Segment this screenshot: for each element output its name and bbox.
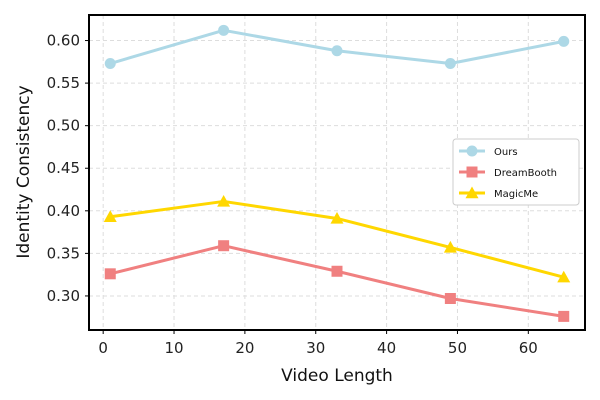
x-tick-label: 50 <box>448 339 467 357</box>
x-tick-label: 0 <box>98 339 108 357</box>
legend-box <box>452 138 580 206</box>
y-tick-label: 0.50 <box>47 117 80 135</box>
legend-marker-magicme <box>465 186 479 199</box>
data-point-magicme <box>103 210 117 222</box>
y-tick-label: 0.30 <box>47 287 80 305</box>
y-tick-label: 0.45 <box>47 159 80 177</box>
legend: Ours DreamBooth MagicMe <box>452 138 580 206</box>
data-point-ours <box>444 58 456 70</box>
y-axis-ticks: 0.30 0.35 0.40 0.45 0.50 0.55 0.60 <box>47 32 89 305</box>
data-point-ours <box>331 45 343 57</box>
series-magicme <box>103 194 571 283</box>
y-tick-label: 0.35 <box>47 244 80 262</box>
data-point-magicme <box>330 211 344 224</box>
series-ours <box>104 24 570 70</box>
series-layer <box>103 24 571 322</box>
data-point-magicme <box>443 240 457 253</box>
x-tick-label: 10 <box>164 339 183 357</box>
data-point-dreambooth <box>218 240 230 252</box>
y-tick-label: 0.60 <box>47 32 80 50</box>
legend-label-dreambooth: DreamBooth <box>494 168 557 179</box>
data-point-ours <box>218 24 230 36</box>
data-point-magicme <box>557 270 571 283</box>
x-tick-label: 20 <box>235 339 254 357</box>
y-tick-label: 0.40 <box>47 202 80 220</box>
legend-marker-dreambooth <box>466 166 478 178</box>
y-axis-label: Identity Consistency <box>14 85 34 258</box>
x-tick-label: 30 <box>306 339 325 357</box>
data-point-ours <box>558 35 570 47</box>
data-point-dreambooth <box>444 293 456 304</box>
legend-marker-ours <box>466 145 478 157</box>
plot-frame <box>88 14 586 331</box>
x-tick-label: 40 <box>377 339 396 357</box>
data-point-magicme <box>217 194 231 207</box>
data-point-ours <box>104 58 116 70</box>
x-axis-ticks: 0 10 20 30 40 50 60 <box>98 330 538 357</box>
data-point-dreambooth <box>558 310 570 322</box>
x-tick-label: 60 <box>519 339 538 357</box>
data-point-dreambooth <box>104 268 116 280</box>
series-dreambooth <box>104 240 570 322</box>
legend-label-ours: Ours <box>494 147 518 158</box>
legend-label-magicme: MagicMe <box>494 189 538 200</box>
series-line-dreambooth <box>109 244 564 318</box>
y-tick-label: 0.55 <box>47 74 80 92</box>
data-point-dreambooth <box>331 265 343 277</box>
x-axis-label: Video Length <box>281 366 393 386</box>
